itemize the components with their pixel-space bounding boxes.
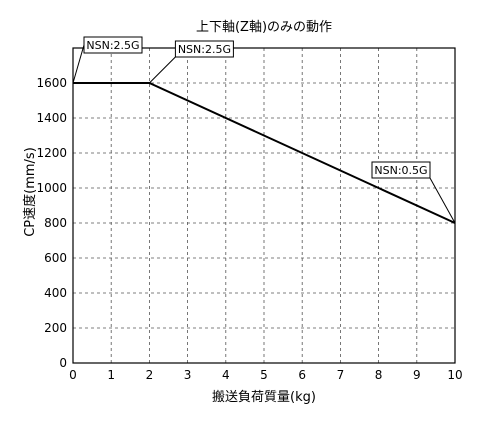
annotation-2: NSN:0.5G (371, 161, 456, 224)
y-tick-label: 1200 (36, 146, 67, 160)
annotation-box (371, 161, 431, 179)
x-tick-label: 4 (222, 368, 230, 382)
y-tick-label: 1400 (36, 111, 67, 125)
y-tick-label: 1000 (36, 181, 67, 195)
x-tick-label: 8 (375, 368, 383, 382)
x-tick-label: 5 (260, 368, 268, 382)
y-tick-label: 600 (44, 251, 67, 265)
y-tick-label: 800 (44, 216, 67, 230)
x-tick-label: 0 (69, 368, 77, 382)
grid (73, 48, 455, 363)
y-axis-ticks: 0 200 400 600 800 1000 1200 1400 1600 (36, 76, 67, 370)
x-tick-label: 2 (146, 368, 154, 382)
annotation-label: NSN:2.5G (86, 39, 139, 52)
x-axis-label: 搬送負荷質量(kg) (212, 390, 316, 405)
x-tick-label: 7 (337, 368, 345, 382)
y-tick-label: 200 (44, 321, 67, 335)
annotation-label: NSN:0.5G (374, 164, 427, 177)
chart-title: 上下軸(Z軸)のみの動作 (196, 20, 332, 35)
annotation-1: NSN:2.5G (149, 40, 234, 84)
y-axis-label: CP速度(mm/s) (22, 147, 38, 237)
annotation-box (174, 40, 234, 58)
y-tick-label: 0 (59, 356, 67, 370)
y-tick-label: 1600 (36, 76, 67, 90)
annotation-box (83, 36, 143, 54)
y-tick-label: 400 (44, 286, 67, 300)
plot-frame (72, 47, 456, 364)
annotation-leader (149, 56, 176, 84)
annotation-label: NSN:2.5G (178, 43, 231, 56)
annotation-0: NSN:2.5G (72, 36, 143, 84)
annotation-leader (429, 177, 456, 224)
x-tick-label: 3 (184, 368, 192, 382)
x-tick-label: 6 (298, 368, 306, 382)
x-tick-label: 10 (447, 368, 462, 382)
x-tick-label: 9 (413, 368, 421, 382)
x-axis-ticks: 0 1 2 3 4 5 6 7 8 9 10 (69, 368, 462, 382)
annotations: NSN:2.5G NSN:2.5G NSN:0.5G (72, 36, 456, 224)
annotation-leader (72, 44, 85, 84)
x-tick-label: 1 (107, 368, 115, 382)
